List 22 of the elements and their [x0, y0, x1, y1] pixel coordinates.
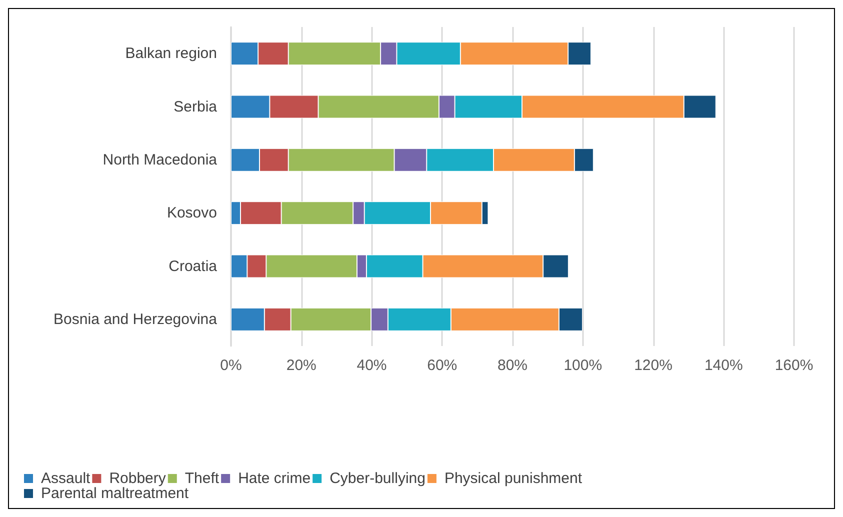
y-tick-label: Kosovo	[166, 204, 217, 222]
x-tick-label: 100%	[564, 357, 602, 374]
x-tick-label: 80%	[497, 357, 528, 374]
x-tick-label: 120%	[634, 357, 672, 374]
legend-label: Theft	[184, 470, 220, 487]
x-tick-label: 20%	[286, 357, 316, 374]
x-tick-label: 160%	[774, 357, 814, 374]
x-tick-label: 140%	[704, 357, 743, 374]
y-tick-label: Balkan region	[125, 45, 217, 62]
y-tick-label: Serbia	[174, 98, 218, 116]
x-tick-label: 60%	[427, 357, 458, 374]
y-tick-label: North Macedonia	[102, 151, 218, 168]
legend-label: Physical punishment	[444, 470, 583, 487]
x-tick-label: 0%	[220, 357, 242, 374]
y-tick-label: Croatia	[168, 258, 218, 275]
legend-label: Parental maltreatment	[41, 485, 190, 502]
y-tick-label: Bosnia and Herzegovina	[54, 310, 218, 328]
legend-label: Hate crime	[238, 470, 311, 487]
x-tick-label: 40%	[356, 357, 387, 374]
legend-label: Robbery	[109, 470, 166, 487]
legend-label: Assault	[41, 470, 92, 487]
legend-label: Cyber-bullying	[330, 470, 426, 487]
